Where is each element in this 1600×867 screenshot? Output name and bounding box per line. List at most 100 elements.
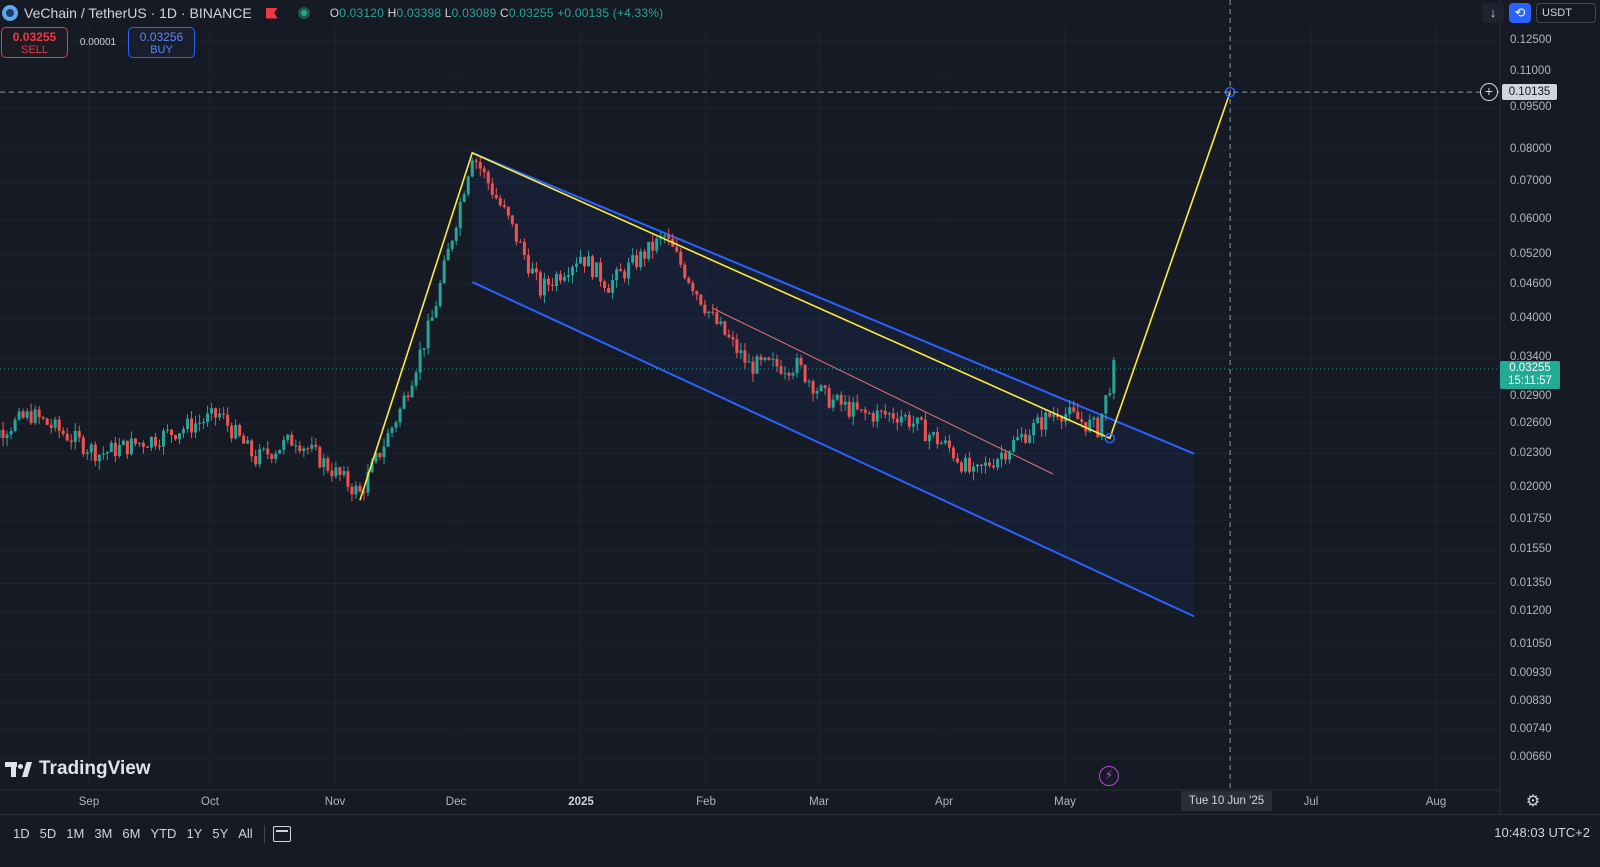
candle-body: [406, 395, 410, 398]
range-ytd[interactable]: YTD: [150, 826, 177, 841]
candle-body: [1008, 451, 1012, 460]
candle-body: [976, 464, 979, 467]
candle-body: [992, 465, 996, 468]
candle-body: [1100, 413, 1104, 438]
candle-body: [679, 251, 683, 265]
download-icon[interactable]: ↓: [1482, 3, 1504, 23]
candle-body: [735, 339, 739, 353]
candle-body: [980, 464, 984, 466]
candle-body: [342, 471, 346, 475]
add-alert-icon[interactable]: +: [1480, 83, 1498, 101]
price-label: 0.09500: [1510, 100, 1552, 113]
candle-body: [859, 409, 863, 411]
price-label: 0.01550: [1510, 542, 1552, 555]
channel-fill: [472, 152, 1195, 617]
currency-select[interactable]: USDT: [1536, 3, 1596, 23]
sync-icon[interactable]: ⟲: [1509, 3, 1531, 23]
candle-body: [210, 408, 214, 414]
price-axis[interactable]: 0.12500 0.11000 0.09500 0.08000 0.07000 0.060…: [1502, 26, 1600, 810]
candle-body: [1024, 434, 1028, 443]
price-label: 0.00740: [1510, 723, 1552, 736]
symbol-title[interactable]: VeChain / TetherUS · 1D · BINANCE: [24, 5, 252, 21]
candle-body: [1072, 407, 1076, 412]
candle-body: [899, 416, 903, 423]
time-label: Aug: [1425, 796, 1447, 808]
gear-icon[interactable]: ⚙: [1525, 793, 1541, 810]
candle-body: [891, 413, 895, 419]
clock[interactable]: 10:48:03 UTC+2: [1494, 825, 1590, 840]
candle-body: [5, 434, 9, 438]
candle-body: [1000, 452, 1004, 460]
candle-body: [145, 446, 149, 448]
candle-body: [871, 413, 875, 422]
candle-body: [366, 472, 370, 493]
candle-body: [474, 160, 478, 163]
candle-body: [939, 443, 943, 445]
candle-body: [763, 357, 767, 361]
candle-body: [510, 215, 514, 224]
candle-body: [121, 440, 125, 446]
bottom-toolbar: 1D 5D 1M 3M 6M YTD 1Y 5Y All 10:48:03 UTC+2: [0, 814, 1600, 867]
candle-body: [254, 456, 258, 465]
calendar-icon[interactable]: [272, 826, 291, 842]
range-1m[interactable]: 1M: [66, 826, 85, 841]
candle-body: [687, 277, 691, 283]
candle-body: [663, 235, 667, 237]
candle-body: [390, 427, 394, 434]
top-right-toolbar: ↓ ⟲ USDT: [1482, 3, 1596, 23]
candle-body: [575, 263, 578, 267]
candle-body: [747, 361, 751, 363]
sell-button[interactable]: 0.03255 SELL: [1, 27, 68, 58]
lightning-icon[interactable]: ⚡: [1099, 766, 1119, 786]
range-6m[interactable]: 6M: [122, 826, 141, 841]
candle-body: [338, 467, 342, 475]
candle-body: [603, 281, 607, 288]
tradingview-logo[interactable]: TradingView: [5, 758, 151, 780]
candle-body: [266, 448, 270, 455]
candle-body: [771, 359, 775, 361]
candle-body: [470, 160, 474, 177]
candle-body: [230, 425, 234, 439]
price-label: 0.05200: [1510, 247, 1552, 260]
range-5d[interactable]: 5D: [39, 826, 57, 841]
range-all[interactable]: All: [238, 826, 253, 841]
flag-icon[interactable]: [265, 7, 278, 19]
candle-body: [711, 311, 715, 313]
candle-body: [579, 256, 583, 264]
buy-button[interactable]: 0.03256 BUY: [128, 27, 195, 58]
candle-body: [298, 445, 302, 452]
range-1d[interactable]: 1D: [13, 826, 30, 841]
range-5y[interactable]: 5Y: [212, 826, 229, 841]
range-1y[interactable]: 1Y: [186, 826, 203, 841]
candle-body: [996, 459, 1000, 468]
candle-body: [558, 274, 562, 281]
candle-body: [322, 458, 326, 468]
time-axis[interactable]: Sep Oct Nov Dec 2025 Feb Mar Apr May Jul Aug: [0, 790, 1500, 814]
candle-body: [959, 462, 963, 472]
candle-body: [1028, 435, 1032, 443]
time-label: Jul: [1303, 796, 1319, 808]
candle-body: [89, 444, 93, 453]
candle-body: [270, 454, 274, 459]
candle-body: [478, 162, 482, 169]
spread-value: 0.00001: [79, 37, 117, 48]
candle-body: [109, 442, 113, 453]
candle-body: [879, 410, 883, 412]
tradingview-logo-icon: [5, 760, 33, 778]
candle-body: [310, 444, 314, 449]
candle-body: [294, 445, 298, 447]
candle-body: [1056, 414, 1060, 418]
candle-body: [887, 413, 891, 415]
candle-body: [723, 321, 727, 335]
candle-body: [430, 317, 434, 321]
candle-body: [827, 388, 831, 408]
candle-body: [174, 435, 177, 440]
candle-body: [811, 381, 815, 394]
candle-body: [779, 366, 783, 374]
candle-body: [823, 385, 827, 389]
candle-body: [262, 448, 266, 450]
range-3m[interactable]: 3M: [94, 826, 113, 841]
candle-body: [466, 176, 470, 195]
candle-body: [214, 408, 218, 418]
